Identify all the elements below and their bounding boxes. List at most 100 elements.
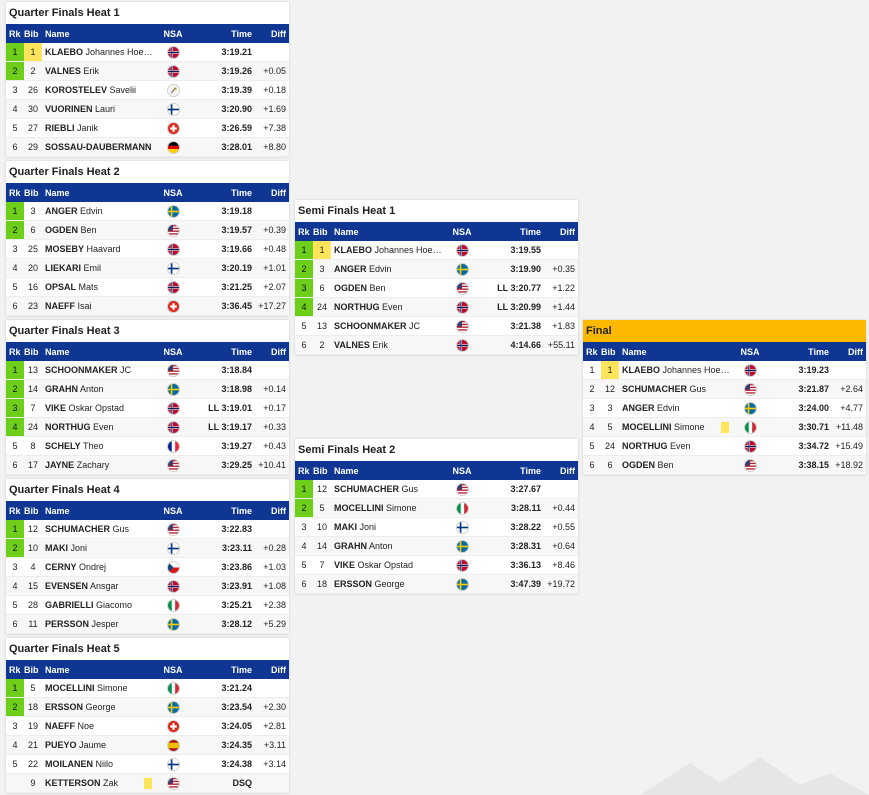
athlete-name[interactable]: SCHUMACHER Gus	[331, 484, 445, 494]
table-row[interactable]: 5 8 SCHELY Theo 3:19.27 +0.43	[6, 437, 289, 456]
table-row[interactable]: 3 26 KOROSTELEV Savelii 3:19.39 +0.18	[6, 81, 289, 100]
table-row[interactable]: 3 7 VIKE Oskar Opstad LL 3:19.01 +0.17	[6, 399, 289, 418]
athlete-name[interactable]: KETTERSON Zak	[42, 778, 156, 788]
athlete-name[interactable]: PERSSON Jesper	[42, 619, 156, 629]
table-row[interactable]: 4 24 NORTHUG Even LL 3:19.17 +0.33	[6, 418, 289, 437]
table-row[interactable]: 2 3 ANGER Edvin 3:19.90 +0.35	[295, 260, 578, 279]
athlete-name[interactable]: VIKE Oskar Opstad	[331, 560, 445, 570]
table-row[interactable]: 5 27 RIEBLI Janik 3:26.59 +7.38	[6, 119, 289, 138]
athlete-name[interactable]: VALNES Erik	[42, 66, 156, 76]
table-row[interactable]: 2 6 OGDEN Ben 3:19.57 +0.39	[6, 221, 289, 240]
athlete-name[interactable]: KOROSTELEV Savelii	[42, 85, 156, 95]
table-row[interactable]: 9 KETTERSON Zak DSQ	[6, 774, 289, 793]
athlete-name[interactable]: SCHELY Theo	[42, 441, 156, 451]
athlete-name[interactable]: GABRIELLI Giacomo	[42, 600, 156, 610]
table-row[interactable]: 5 16 OPSAL Mats 3:21.25 +2.07	[6, 278, 289, 297]
athlete-name[interactable]: OGDEN Ben	[619, 460, 733, 470]
table-row[interactable]: 1 1 KLAEBO Johannes Hoesflot 3:19.21	[6, 43, 289, 62]
table-row[interactable]: 1 1 KLAEBO Johannes Hoesflot 3:19.55	[295, 241, 578, 260]
table-row[interactable]: 2 2 VALNES Erik 3:19.26 +0.05	[6, 62, 289, 81]
table-row[interactable]: 3 4 CERNY Ondrej 3:23.86 +1.03	[6, 558, 289, 577]
table-row[interactable]: 6 17 JAYNE Zachary 3:29.25 +10.41	[6, 456, 289, 475]
table-row[interactable]: 6 23 NAEFF Isai 3:36.45 +17.27	[6, 297, 289, 316]
table-row[interactable]: 6 2 VALNES Erik 4:14.66 +55.11	[295, 336, 578, 355]
table-row[interactable]: 1 12 SCHUMACHER Gus 3:22.83	[6, 520, 289, 539]
athlete-name[interactable]: MAKI Joni	[331, 522, 445, 532]
athlete-name[interactable]: OGDEN Ben	[42, 225, 156, 235]
athlete-name[interactable]: KLAEBO Johannes Hoesflot	[42, 47, 156, 57]
table-row[interactable]: 3 10 MAKI Joni 3:28.22 +0.55	[295, 518, 578, 537]
table-row[interactable]: 6 6 OGDEN Ben 3:38.15 +18.92	[583, 456, 866, 475]
table-row[interactable]: 2 10 MAKI Joni 3:23.11 +0.28	[6, 539, 289, 558]
athlete-name[interactable]: MAKI Joni	[42, 543, 156, 553]
table-row[interactable]: 5 13 SCHOONMAKER JC 3:21.38 +1.83	[295, 317, 578, 336]
table-row[interactable]: 5 22 MOILANEN Niilo 3:24.38 +3.14	[6, 755, 289, 774]
table-row[interactable]: 5 7 VIKE Oskar Opstad 3:36.13 +8.46	[295, 556, 578, 575]
athlete-name[interactable]: VIKE Oskar Opstad	[42, 403, 156, 413]
athlete-name[interactable]: MOCELLINI Simone	[619, 422, 733, 432]
athlete-name[interactable]: SOSSAU-DAUBERMANN	[42, 142, 156, 152]
athlete-name[interactable]: JAYNE Zachary	[42, 460, 156, 470]
athlete-name[interactable]: VALNES Erik	[331, 340, 445, 350]
diff-cell: +0.39	[263, 225, 286, 235]
athlete-name[interactable]: CERNY Ondrej	[42, 562, 156, 572]
table-row[interactable]: 4 21 PUEYO Jaume 3:24.35 +3.11	[6, 736, 289, 755]
athlete-name[interactable]: EVENSEN Ansgar	[42, 581, 156, 591]
athlete-name[interactable]: MOCELLINI Simone	[331, 503, 445, 513]
table-row[interactable]: 4 14 GRAHN Anton 3:28.31 +0.64	[295, 537, 578, 556]
athlete-name[interactable]: NORTHUG Even	[331, 302, 445, 312]
athlete-name[interactable]: ANGER Edvin	[42, 206, 156, 216]
athlete-name[interactable]: KLAEBO Johannes Hoesflot	[619, 365, 733, 375]
athlete-first-name: Even	[93, 422, 114, 432]
table-row[interactable]: 6 11 PERSSON Jesper 3:28.12 +5.29	[6, 615, 289, 634]
table-row[interactable]: 4 24 NORTHUG Even LL 3:20.99 +1.44	[295, 298, 578, 317]
athlete-name[interactable]: GRAHN Anton	[42, 384, 156, 394]
table-row[interactable]: 1 13 SCHOONMAKER JC 3:18.84	[6, 361, 289, 380]
athlete-name[interactable]: OGDEN Ben	[331, 283, 445, 293]
athlete-name[interactable]: ANGER Edvin	[331, 264, 445, 274]
table-row[interactable]: 2 5 MOCELLINI Simone 3:28.11 +0.44	[295, 499, 578, 518]
table-row[interactable]: 3 3 ANGER Edvin 3:24.00 +4.77	[583, 399, 866, 418]
athlete-name[interactable]: MOSEBY Haavard	[42, 244, 156, 254]
bib-cell: 13	[316, 321, 327, 331]
table-row[interactable]: 4 30 VUORINEN Lauri 3:20.90 +1.69	[6, 100, 289, 119]
athlete-name[interactable]: PUEYO Jaume	[42, 740, 156, 750]
athlete-name[interactable]: SCHOONMAKER JC	[42, 365, 156, 375]
table-row[interactable]: 2 18 ERSSON George 3:23.54 +2.30	[6, 698, 289, 717]
athlete-name[interactable]: NORTHUG Even	[42, 422, 156, 432]
athlete-name[interactable]: MOCELLINI Simone	[42, 683, 156, 693]
athlete-name[interactable]: LIEKARI Emil	[42, 263, 156, 273]
table-row[interactable]: 4 15 EVENSEN Ansgar 3:23.91 +1.08	[6, 577, 289, 596]
table-row[interactable]: 1 1 KLAEBO Johannes Hoesflot 3:19.23	[583, 361, 866, 380]
table-row[interactable]: 1 12 SCHUMACHER Gus 3:27.67	[295, 480, 578, 499]
table-row[interactable]: 6 29 SOSSAU-DAUBERMANN 3:28.01 +8.80	[6, 138, 289, 157]
table-row[interactable]: 3 25 MOSEBY Haavard 3:19.66 +0.48	[6, 240, 289, 259]
table-row[interactable]: 2 12 SCHUMACHER Gus 3:21.87 +2.64	[583, 380, 866, 399]
panel-title: Semi Finals Heat 1	[295, 200, 578, 222]
table-row[interactable]: 3 19 NAEFF Noe 3:24.05 +2.81	[6, 717, 289, 736]
athlete-name[interactable]: VUORINEN Lauri	[42, 104, 156, 114]
athlete-name[interactable]: NAEFF Noe	[42, 721, 156, 731]
athlete-name[interactable]: OPSAL Mats	[42, 282, 156, 292]
table-row[interactable]: 4 20 LIEKARI Emil 3:20.19 +1.01	[6, 259, 289, 278]
table-row[interactable]: 5 28 GABRIELLI Giacomo 3:25.21 +2.38	[6, 596, 289, 615]
table-row[interactable]: 6 18 ERSSON George 3:47.39 +19.72	[295, 575, 578, 594]
athlete-name[interactable]: ERSSON George	[331, 579, 445, 589]
table-row[interactable]: 1 3 ANGER Edvin 3:19.18	[6, 202, 289, 221]
athlete-name[interactable]: MOILANEN Niilo	[42, 759, 156, 769]
athlete-name[interactable]: GRAHN Anton	[331, 541, 445, 551]
athlete-name[interactable]: SCHOONMAKER JC	[331, 321, 445, 331]
table-row[interactable]: 3 6 OGDEN Ben LL 3:20.77 +1.22	[295, 279, 578, 298]
athlete-name[interactable]: SCHUMACHER Gus	[619, 384, 733, 394]
table-row[interactable]: 5 24 NORTHUG Even 3:34.72 +15.49	[583, 437, 866, 456]
table-row[interactable]: 2 14 GRAHN Anton 3:18.98 +0.14	[6, 380, 289, 399]
athlete-name[interactable]: KLAEBO Johannes Hoesflot	[331, 245, 445, 255]
athlete-name[interactable]: NAEFF Isai	[42, 301, 156, 311]
table-row[interactable]: 4 5 MOCELLINI Simone 3:30.71 +11.48	[583, 418, 866, 437]
athlete-name[interactable]: NORTHUG Even	[619, 441, 733, 451]
athlete-name[interactable]: ERSSON George	[42, 702, 156, 712]
athlete-name[interactable]: RIEBLI Janik	[42, 123, 156, 133]
athlete-name[interactable]: SCHUMACHER Gus	[42, 524, 156, 534]
athlete-name[interactable]: ANGER Edvin	[619, 403, 733, 413]
table-row[interactable]: 1 5 MOCELLINI Simone 3:21.24	[6, 679, 289, 698]
